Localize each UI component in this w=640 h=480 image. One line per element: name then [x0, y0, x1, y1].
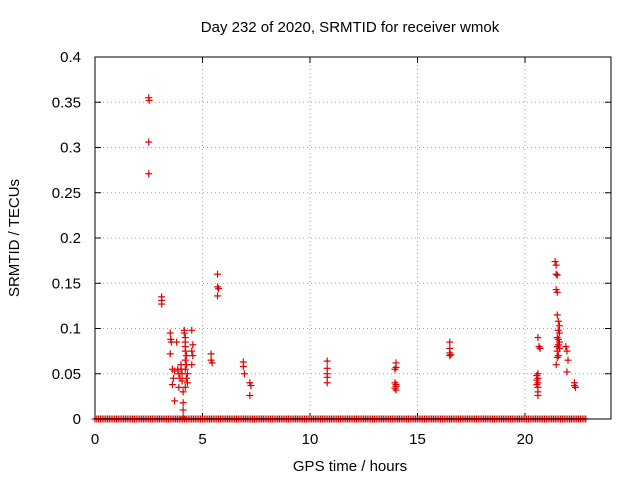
data-point [535, 343, 543, 351]
data-point [208, 359, 216, 367]
plot-frame [94, 56, 612, 420]
grid [95, 57, 611, 419]
data-point [247, 382, 255, 390]
data-point [246, 391, 254, 399]
data-point [183, 370, 191, 378]
data-point [563, 347, 571, 355]
data-point [214, 292, 222, 300]
data-point [171, 397, 179, 405]
data-point [182, 374, 190, 382]
data-point [188, 361, 196, 369]
x-tick-label: 5 [198, 431, 206, 448]
data-point [181, 365, 189, 373]
data-point [189, 341, 197, 349]
data-point [572, 383, 580, 391]
x-tick-label: 10 [302, 431, 319, 448]
data-point [168, 381, 176, 389]
data-point [158, 300, 166, 308]
data-points [91, 94, 590, 423]
data-point [178, 377, 186, 385]
data-point [179, 399, 187, 407]
data-point [214, 283, 222, 291]
data-point [553, 347, 561, 355]
data-point [564, 356, 572, 364]
data-point [554, 317, 562, 325]
data-point [562, 343, 570, 351]
data-point [180, 329, 188, 337]
y-tick-label: 0.35 [52, 94, 81, 111]
x-tick-label: 20 [517, 431, 534, 448]
data-point [555, 329, 563, 337]
data-point [552, 270, 560, 278]
y-tick-label: 0.25 [52, 185, 81, 202]
data-point [555, 322, 563, 330]
data-point [145, 170, 153, 178]
y-tick-label: 0.1 [60, 321, 81, 338]
y-axis-label: SRMTID / TECUs [6, 179, 23, 297]
x-axis-label: GPS time / hours [293, 458, 407, 475]
y-tick-label: 0.05 [52, 366, 81, 383]
data-point [554, 352, 562, 360]
data-point [536, 344, 544, 352]
data-point [166, 329, 174, 337]
data-point [534, 334, 542, 342]
data-point [551, 258, 559, 266]
data-point [189, 352, 197, 360]
data-point [323, 357, 331, 365]
data-point [323, 379, 331, 387]
data-point [392, 386, 400, 394]
y-tick-label: 0.3 [60, 140, 81, 157]
data-point [181, 347, 189, 355]
y-tick-label: 0.4 [60, 49, 81, 66]
data-point [145, 96, 153, 104]
y-tick-label: 0.2 [60, 230, 81, 247]
data-point [175, 383, 183, 391]
chart-title: Day 232 of 2020, SRMTID for receiver wmo… [201, 19, 500, 36]
data-point [553, 288, 561, 296]
x-tick-label: 15 [409, 431, 426, 448]
data-point [188, 326, 196, 334]
y-tick-label: 0.15 [52, 275, 81, 292]
data-point [169, 374, 177, 382]
data-point [391, 365, 399, 373]
data-point [215, 285, 223, 293]
data-point [552, 261, 560, 269]
data-point [563, 368, 571, 376]
data-point [446, 352, 454, 360]
data-point [181, 383, 189, 391]
data-point [207, 350, 215, 358]
data-point [552, 361, 560, 369]
data-point [446, 338, 454, 346]
data-point [173, 338, 181, 346]
data-point [392, 363, 400, 371]
data-point [179, 413, 187, 421]
data-point [553, 311, 561, 319]
axes: 0 0.05 0.1 0.15 0.2 0.25 0.3 0.35 0.4 0 5 10 15 20 [52, 49, 611, 448]
data-point [553, 271, 561, 279]
data-point [447, 351, 455, 359]
y-tick-label: 0 [73, 411, 81, 428]
data-point [240, 370, 248, 378]
data-point [179, 406, 187, 414]
data-point [181, 356, 189, 364]
data-point [391, 384, 399, 392]
data-point [553, 353, 561, 361]
data-point [179, 388, 187, 396]
data-point [145, 138, 153, 146]
data-point [183, 379, 191, 387]
data-point [182, 352, 190, 360]
data-point [188, 347, 196, 355]
x-tick-label: 0 [91, 431, 99, 448]
data-point [166, 350, 174, 358]
data-point [534, 391, 542, 399]
data-point [214, 270, 222, 278]
data-point [239, 363, 247, 371]
